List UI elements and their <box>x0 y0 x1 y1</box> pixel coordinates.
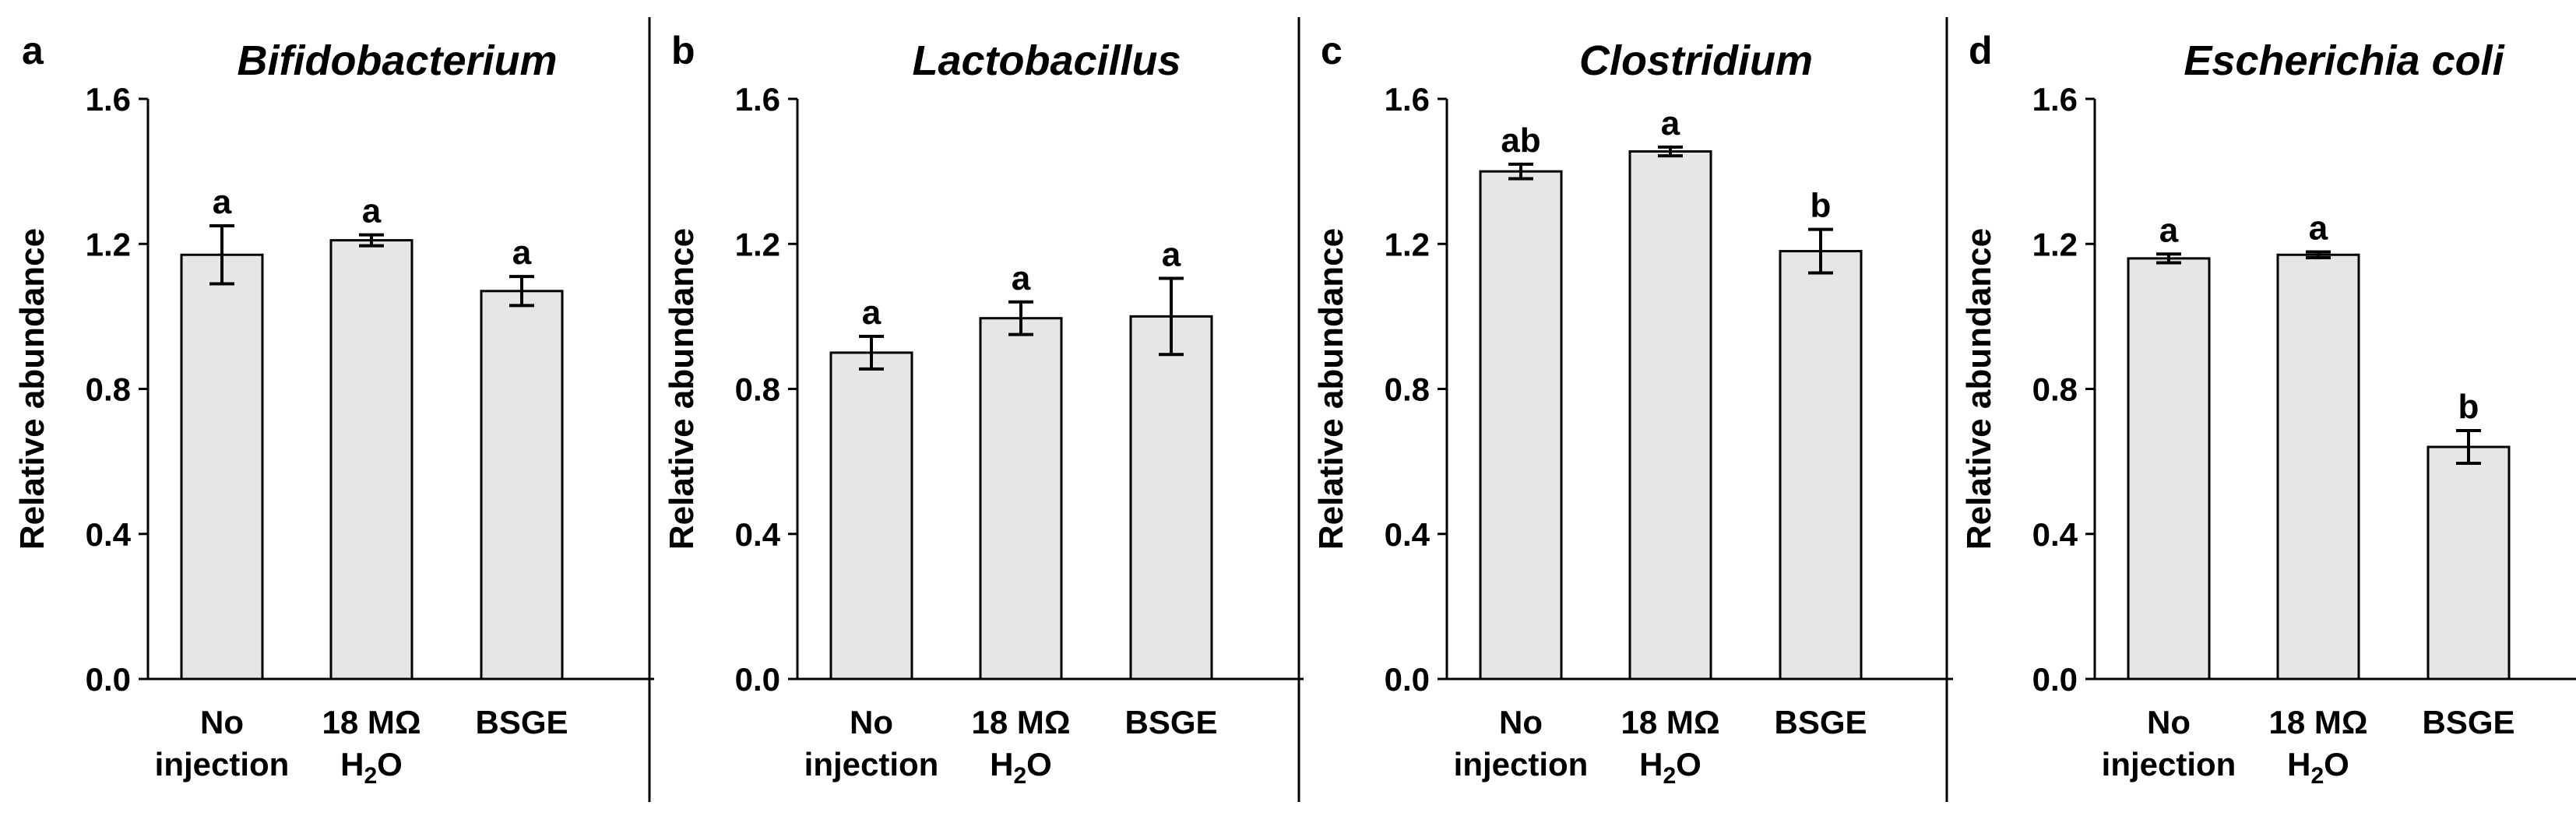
panel-b-ytick-label-0: 0.0 <box>735 661 780 698</box>
panel-c-category-label-1: 18 MΩ <box>1621 704 1719 740</box>
panel-c-title: Clostridium <box>1579 37 1813 84</box>
panel-a-sig-label-1: a <box>362 192 382 230</box>
panel-a-category-label-line2-1: H2O <box>340 746 403 789</box>
panel-c-bar-0 <box>1479 170 1563 681</box>
panel-c-category-label-0: No <box>1499 704 1543 740</box>
panel-d-sig-label-1: a <box>2309 209 2328 247</box>
panel-c-sig-label-0: ab <box>1501 121 1540 160</box>
panel-a-bar-1 <box>329 239 413 681</box>
panel-b-category-label-line2-1: H2O <box>990 746 1052 789</box>
panel-b-sig-label-0: a <box>862 294 882 332</box>
panel-c-category-label-line2-0: injection <box>1454 746 1589 783</box>
panel-d-sig-label-0: a <box>2159 211 2179 249</box>
panel-d-category-label-line2-1: H2O <box>2287 746 2349 789</box>
panel-a-category-label-0: No <box>200 704 244 740</box>
panel-a-category-label-line2-0: injection <box>155 746 290 783</box>
panel-d-ylabel: Relative abundance <box>1960 228 1998 550</box>
panel-a-ytick-label-2: 0.8 <box>86 371 131 408</box>
panel-a-bar-0 <box>180 253 264 681</box>
panel-a-ylabel: Relative abundance <box>13 228 51 550</box>
panel-d-ytick-label-4: 1.6 <box>2032 81 2078 118</box>
panel-c-ytick-label-0: 0.0 <box>1385 661 1430 698</box>
panel-c-bar-1 <box>1628 150 1712 681</box>
panel-b-sig-label-2: a <box>1162 235 1181 273</box>
panel-d-title: Escherichia coli <box>2184 37 2504 84</box>
panel-c-ytick-label-1: 0.4 <box>1385 516 1431 553</box>
panel-d-ytick-label-2: 0.8 <box>2032 371 2078 408</box>
panel-c-ytick-label-3: 1.2 <box>1385 226 1430 262</box>
panel-b-category-label-2: BSGE <box>1124 704 1217 740</box>
panel-d-bar-2 <box>2426 445 2511 681</box>
panel-b-letter: b <box>671 29 695 72</box>
panel-d-bar-1 <box>2276 253 2360 681</box>
panel-a-ytick-label-4: 1.6 <box>86 81 131 118</box>
panel-a-category-label-2: BSGE <box>475 704 568 740</box>
panel-b-category-label-line2-0: injection <box>804 746 939 783</box>
panel-b-bar-0 <box>829 351 913 681</box>
panel-a-ytick-label-0: 0.0 <box>86 661 131 698</box>
panel-d-bar-0 <box>2127 257 2211 681</box>
panel-b-ytick-label-4: 1.6 <box>735 81 780 118</box>
panel-b-bar-1 <box>979 317 1063 681</box>
panel-c-bar-2 <box>1779 250 1863 681</box>
panel-c-ytick-label-2: 0.8 <box>1385 371 1430 408</box>
panel-d-sig-label-2: b <box>2458 388 2479 426</box>
panel-b-category-label-0: No <box>850 704 893 740</box>
panel-d-ytick-label-3: 1.2 <box>2032 226 2078 262</box>
panel-b-ylabel: Relative abundance <box>663 228 701 550</box>
panel-d-ytick-label-1: 0.4 <box>2032 516 2078 553</box>
panel-c-letter: c <box>1321 29 1343 72</box>
panel-b-ytick-label-3: 1.2 <box>735 226 780 262</box>
panel-a-title: Bifidobacterium <box>237 37 557 84</box>
panel-d-category-label-1: 18 MΩ <box>2268 704 2367 740</box>
panel-a-letter: a <box>22 29 44 72</box>
panel-d-category-label-0: No <box>2147 704 2191 740</box>
panel-a-category-label-1: 18 MΩ <box>322 704 421 740</box>
panel-d-category-label-2: BSGE <box>2422 704 2514 740</box>
panel-b-sig-label-1: a <box>1012 259 1031 297</box>
panel-d-ytick-label-0: 0.0 <box>2032 661 2078 698</box>
panel-c-ytick-label-4: 1.6 <box>1385 81 1430 118</box>
panel-c-sig-label-2: b <box>1811 187 1832 225</box>
panel-c-category-label-line2-1: H2O <box>1639 746 1701 789</box>
panel-d-letter: d <box>1969 29 1993 72</box>
panel-c-sig-label-1: a <box>1661 104 1680 142</box>
panel-d-category-label-line2-0: injection <box>2102 746 2236 783</box>
panel-b-bar-2 <box>1129 315 1213 681</box>
panel-a-sig-label-0: a <box>213 183 232 221</box>
panel-b-ytick-label-1: 0.4 <box>735 516 781 553</box>
panel-b-ytick-label-2: 0.8 <box>735 371 780 408</box>
panel-c-ylabel: Relative abundance <box>1312 228 1350 550</box>
panel-a-sig-label-2: a <box>512 234 532 272</box>
panel-a-ytick-label-3: 1.2 <box>86 226 131 262</box>
panel-b-category-label-1: 18 MΩ <box>971 704 1070 740</box>
panel-a-bar-2 <box>480 290 564 681</box>
panel-a-ytick-label-1: 0.4 <box>86 516 132 553</box>
panel-c-category-label-2: BSGE <box>1774 704 1867 740</box>
panel-b-title: Lactobacillus <box>912 37 1181 84</box>
